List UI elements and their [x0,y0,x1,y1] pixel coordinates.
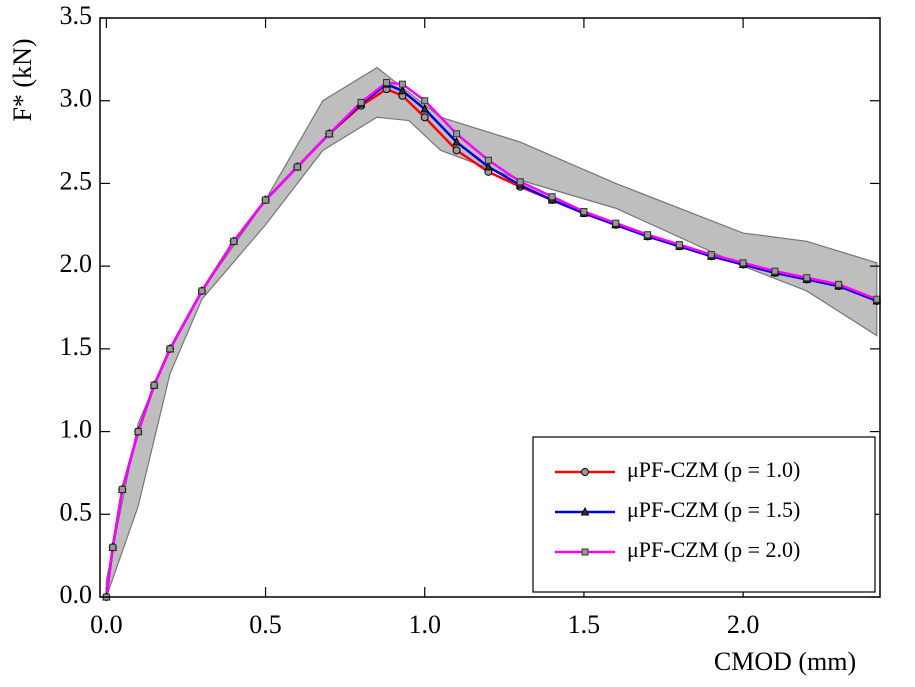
marker [580,208,588,216]
legend-marker [581,468,589,476]
marker [452,146,461,155]
x-tick-label: 1.0 [408,610,441,639]
marker [675,241,683,249]
legend: μPF-CZM (p = 1.0) μPF-CZM (p = 1.5) μPF-CZ… [532,436,876,593]
marker [420,103,430,113]
x-tick-label: 2.0 [727,610,760,639]
x-tick-label: 0.0 [90,610,123,639]
marker [325,130,333,138]
marker [644,231,652,239]
legend-marker [580,506,590,516]
marker [398,85,407,95]
y-tick-label: 1.5 [60,332,93,361]
x-axis-label: CMOD (mm) [714,647,856,676]
marker [803,274,811,282]
marker [134,428,142,436]
marker [873,295,881,303]
marker [420,113,429,122]
marker [150,381,158,389]
marker [118,485,126,493]
y-tick-label: 2.5 [60,166,93,195]
marker [398,80,406,88]
y-tick-label: 2.0 [60,249,93,278]
marker [453,130,461,138]
envelope-band [105,66,878,598]
legend-marker [581,548,589,556]
marker [484,156,492,164]
marker [739,259,747,267]
legend-label: μPF-CZM (p = 1.5) [627,497,800,522]
legend-label: μPF-CZM (p = 1.0) [627,457,800,482]
marker [707,251,715,259]
legend-box [532,436,876,593]
marker [516,178,524,186]
plot-frame [99,17,881,598]
marker [835,280,843,288]
marker [548,193,556,201]
marker [383,79,391,87]
y-axis-label: F* (kN) [8,38,37,121]
marker [771,267,779,275]
marker [357,98,365,106]
y-tick-label: 1.0 [60,415,93,444]
marker [612,219,620,227]
marker [421,97,429,105]
marker [109,543,117,551]
y-tick-label: 3.0 [60,84,93,113]
y-tick-label: 0.5 [60,497,93,526]
marker [293,163,301,171]
x-tick-label: 1.5 [568,610,601,639]
x-tick-label: 0.5 [249,610,282,639]
y-tick-label: 0.0 [60,580,93,609]
y-tick-label: 3.5 [60,1,93,30]
marker [484,161,493,171]
marker [262,196,270,204]
marker [166,345,174,353]
marker [230,237,238,245]
marker [198,287,206,295]
marker [452,136,461,146]
legend-label: μPF-CZM (p = 2.0) [627,537,800,562]
